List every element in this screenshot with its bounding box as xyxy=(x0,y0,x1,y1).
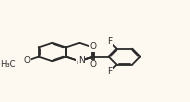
Text: F: F xyxy=(108,68,113,76)
Text: N: N xyxy=(78,56,85,65)
Text: O: O xyxy=(24,56,31,65)
Text: O: O xyxy=(89,42,97,51)
Text: O: O xyxy=(76,59,83,68)
Text: H₃C: H₃C xyxy=(0,60,15,69)
Text: F: F xyxy=(108,37,113,46)
Text: O: O xyxy=(89,60,97,69)
